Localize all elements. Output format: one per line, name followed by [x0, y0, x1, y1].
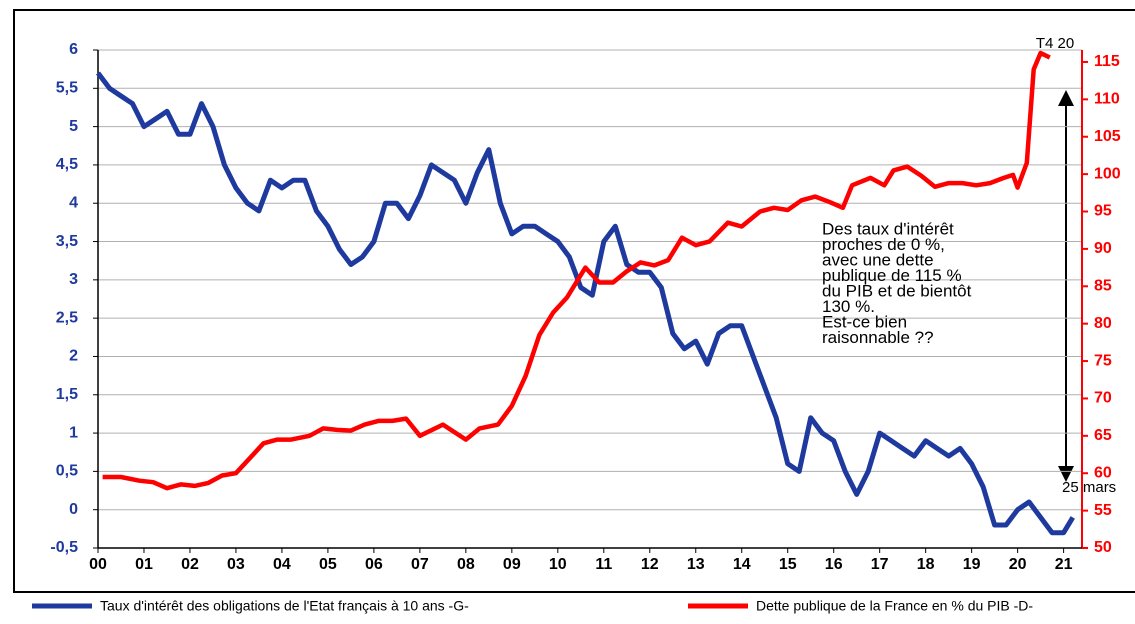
y-tick-label: 4	[69, 194, 78, 211]
annotation-line: avec une dette	[822, 250, 934, 269]
x-tick-label: 13	[687, 556, 705, 573]
y-tick-label: 0,5	[56, 463, 78, 480]
y2-tick-label: 70	[1094, 390, 1112, 407]
x-tick-label: 05	[319, 556, 337, 573]
y2-tick-label: 50	[1094, 539, 1112, 556]
y2-tick-label: 65	[1094, 427, 1112, 444]
x-tick-label: 10	[549, 556, 567, 573]
x-tick-label: 19	[963, 556, 981, 573]
y-tick-label: 2,5	[56, 309, 78, 326]
y-tick-label: 1	[69, 424, 78, 441]
y2-tick-label: 110	[1094, 91, 1120, 108]
frame	[13, 9, 1135, 593]
series-line	[96, 71, 1075, 536]
annotation: 25 mars	[1062, 479, 1116, 496]
x-tick-label: 00	[89, 556, 107, 573]
y-tick-label: 2	[69, 348, 78, 365]
x-tick-label: 06	[365, 556, 383, 573]
y2-tick-label: 95	[1094, 203, 1112, 220]
y-tick-label: 6	[69, 41, 78, 58]
x-tick-label: 15	[779, 556, 797, 573]
x-tick-label: 21	[1055, 556, 1073, 573]
y2-tick-label: 75	[1094, 352, 1112, 369]
y2-tick-label: 55	[1094, 502, 1112, 519]
y-tick-label: 5	[69, 118, 78, 135]
x-tick-label: 16	[825, 556, 843, 573]
x-tick-label: 14	[733, 556, 751, 573]
y-tick-label: 5,5	[56, 80, 78, 97]
y2-tick-label: 80	[1094, 315, 1112, 332]
legend-label: Dette publique de la France en % du PIB …	[756, 598, 1033, 614]
y2-tick-label: 105	[1094, 128, 1121, 145]
y2-tick-label: 60	[1094, 464, 1112, 481]
y-tick-label: -0,5	[50, 539, 78, 556]
annotation: T4 20	[1036, 35, 1074, 52]
annotation-line: Des taux d'intérêt	[822, 219, 954, 238]
y-tick-label: 3,5	[56, 233, 78, 250]
y-tick-label: 4,5	[56, 156, 78, 173]
annotation-line: Est-ce bien	[822, 312, 907, 331]
annotation-line: publique de 115 %	[822, 266, 962, 285]
series-line	[102, 50, 1051, 491]
x-tick-label: 11	[595, 556, 612, 573]
annotation-line: raisonnable ??	[822, 328, 934, 347]
x-tick-label: 03	[227, 556, 245, 573]
y-tick-label: 1,5	[56, 386, 78, 403]
y-tick-label: 3	[69, 271, 78, 288]
y2-tick-label: 100	[1094, 165, 1121, 182]
x-tick-label: 20	[1009, 556, 1027, 573]
x-tick-label: 04	[273, 556, 291, 573]
x-tick-label: 01	[135, 556, 153, 573]
annotation-line: du PIB et de bientôt	[822, 281, 972, 300]
y2-tick-label: 85	[1094, 278, 1112, 295]
x-tick-label: 18	[917, 556, 935, 573]
x-tick-label: 17	[871, 556, 889, 573]
y2-tick-label: 90	[1094, 240, 1112, 257]
y-tick-label: 0	[69, 501, 78, 518]
annotation-line: proches de 0 %,	[822, 235, 945, 254]
annotation-line: 130 %.	[822, 297, 875, 316]
x-tick-label: 09	[503, 556, 521, 573]
legend-label: Taux d'intérêt des obligations de l'Etat…	[100, 598, 469, 614]
x-tick-label: 02	[181, 556, 199, 573]
x-tick-label: 12	[641, 556, 659, 573]
x-tick-label: 07	[411, 556, 429, 573]
x-tick-label: 08	[457, 556, 475, 573]
y2-tick-label: 115	[1094, 53, 1120, 70]
